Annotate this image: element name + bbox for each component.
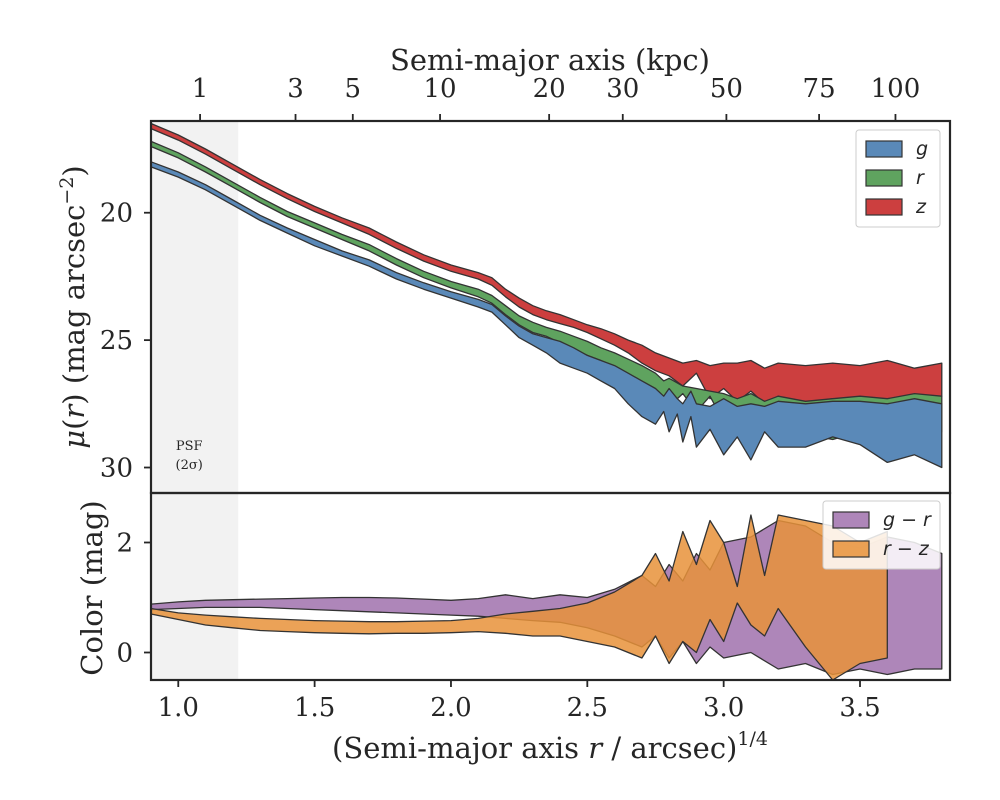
legend-swatch — [832, 511, 870, 529]
axis-ticks: 20 25 30 1 3 5 10 20 30 50 75 100 0 2 1.0 1.5 2.0 2.5 3.0 3… — [100, 74, 920, 723]
y-tick-label-bottom: 0 — [116, 639, 133, 669]
legend-swatch — [865, 198, 903, 216]
psf-region-bottom — [151, 493, 239, 680]
kpc-tick-label: 75 — [803, 74, 836, 104]
x-tick-label-bottom: 2.5 — [567, 693, 608, 723]
kpc-tick-label: 100 — [871, 74, 921, 104]
x-tick-label-bottom: 3.0 — [703, 693, 744, 723]
top-x-axis-label: Semi-major axis (kpc) — [390, 43, 710, 77]
psf-label-line1: PSF — [176, 439, 203, 454]
bottom-x-axis-label: (Semi-major axis r / arcsec)1/4 — [332, 728, 768, 765]
x-tick-label-bottom: 2.0 — [430, 693, 471, 723]
kpc-tick-label: 20 — [533, 74, 566, 104]
bottom-frame — [149, 491, 952, 682]
kpc-tick-label: 1 — [192, 74, 209, 104]
color-series-layer — [150, 514, 943, 681]
kpc-tick-label: 50 — [710, 74, 743, 104]
band-rz — [150, 514, 888, 681]
kpc-tick-label: 30 — [606, 74, 639, 104]
legend-bands: grz — [855, 129, 941, 228]
kpc-tick-label: 3 — [287, 74, 304, 104]
x-tick-label-bottom: 3.5 — [839, 693, 880, 723]
legend-swatch — [865, 169, 903, 187]
legend-label: g − r — [883, 509, 932, 531]
kpc-tick-label: 5 — [345, 74, 362, 104]
top-y-axis-label: μ(r) (mag arcsec−2) — [56, 165, 91, 449]
legend-label: g — [916, 138, 928, 160]
legend-label: z — [915, 196, 927, 218]
bottom-y-axis-label: Color (mag) — [75, 500, 109, 675]
y-tick-label-bottom: 2 — [116, 529, 133, 559]
psf-label-line2: (2σ) — [176, 458, 203, 473]
legend-colors: g − r r − z — [822, 500, 941, 570]
x-tick-label-bottom: 1.0 — [158, 693, 199, 723]
sb-series-layer — [150, 122, 943, 469]
x-tick-label-bottom: 1.5 — [294, 693, 335, 723]
kpc-tick-label: 10 — [424, 74, 457, 104]
band-g — [150, 161, 943, 469]
y-tick-label-top: 25 — [100, 326, 133, 356]
y-tick-label-top: 30 — [100, 454, 133, 484]
legend-swatch — [832, 540, 870, 558]
y-tick-label-top: 20 — [100, 199, 133, 229]
legend-swatch — [865, 140, 903, 158]
psf-region-top — [151, 121, 239, 493]
legend-label: r − z — [883, 538, 930, 560]
legend-label: r — [916, 167, 925, 189]
